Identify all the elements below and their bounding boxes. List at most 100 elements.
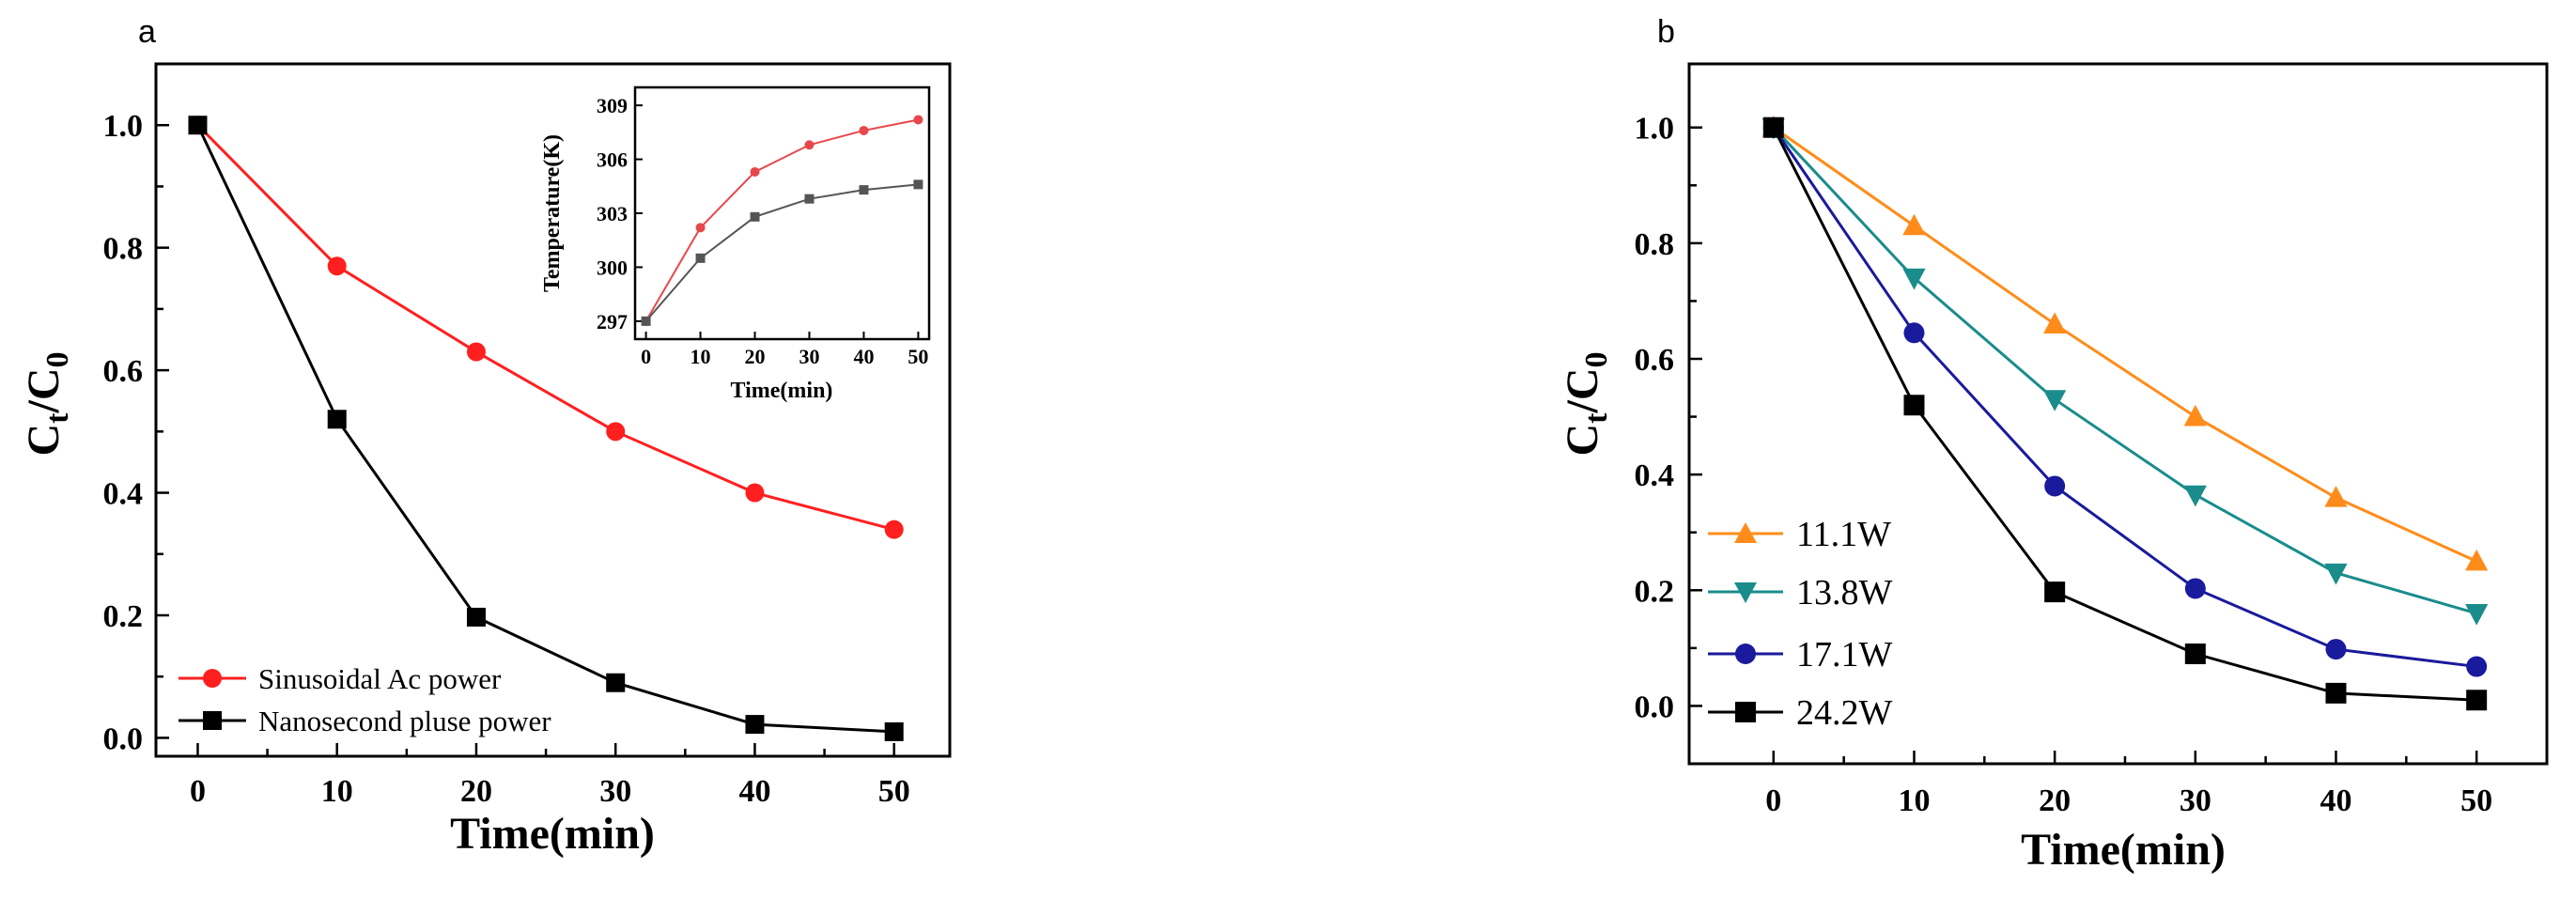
legend-square-marker (1735, 702, 1756, 722)
panel-b-axis-ticks: 0 10 20 30 40 50 0.0 0.2 0.4 0.6 0.8 1.0 (1635, 112, 2493, 818)
x-tick-label: 50 (908, 345, 928, 368)
data-point-2-1 (1903, 322, 1925, 344)
data-point-1-1 (1902, 268, 1926, 290)
x-tick-label: 30 (799, 345, 819, 368)
panel-b-y-axis-label: Ct/C0 (1558, 352, 1614, 457)
data-point-1-0 (641, 316, 651, 326)
data-point-0-4 (859, 125, 869, 135)
data-point-2-5 (2466, 656, 2488, 677)
panel-b-legend: 11.1W 13.8W 17.1W 24.2W (1708, 515, 1893, 733)
inset-x-axis-label: Time(min) (731, 379, 833, 403)
legend-label-11-1w: 11.1W (1796, 515, 1891, 554)
data-point-1-5 (913, 179, 923, 190)
data-point-3-0 (1762, 116, 1784, 138)
panel-b: b 0 10 20 30 40 50 0.0 0.2 0.4 0.6 0.8 1.0 Time(min… (1558, 14, 2549, 875)
legend-triangle-up-marker (1734, 522, 1757, 543)
legend-circle-marker (203, 669, 222, 688)
panel-a-inset: 0 10 20 30 40 50 297 300 303 306 309 Time(min) Tem… (540, 85, 931, 403)
panel-b-series (1761, 116, 2489, 711)
y-tick-label: 0.8 (103, 232, 144, 267)
y-tick-label: 0.4 (103, 477, 144, 512)
legend-square-marker (203, 711, 222, 730)
data-point-2-2 (2044, 475, 2066, 497)
panel-b-ylabel-sub-0: 0 (1579, 352, 1614, 368)
x-tick-label: 40 (2320, 783, 2351, 818)
series-line-1 (1772, 126, 2477, 615)
y-tick-label: 297 (597, 310, 628, 333)
data-point-1-3 (2183, 485, 2207, 507)
data-point-0-3 (606, 422, 626, 442)
panel-a-letter: a (138, 14, 156, 50)
panel-a-ylabel-sub-0: 0 (40, 352, 75, 368)
data-point-0-3 (2183, 404, 2207, 426)
x-tick-label: 10 (691, 345, 711, 368)
x-tick-label: 0 (641, 345, 651, 368)
panel-a-ylabel-slash-c: /C (19, 368, 69, 414)
data-point-0-2 (750, 166, 760, 177)
data-point-1-3 (804, 194, 815, 204)
panel-a-ylabel-c: C (19, 424, 69, 457)
x-tick-label: 50 (878, 774, 910, 809)
y-tick-label: 0.8 (1635, 227, 1675, 262)
data-point-1-4 (2324, 563, 2348, 585)
data-point-3-4 (2325, 682, 2347, 704)
data-point-0-1 (695, 223, 706, 233)
data-point-1-2 (466, 607, 486, 627)
data-point-1-4 (745, 715, 765, 735)
data-point-1-1 (695, 253, 706, 263)
data-point-3-2 (2044, 582, 2066, 603)
y-tick-label: 303 (597, 202, 628, 225)
legend-triangle-down-marker (1734, 582, 1757, 603)
panel-a: a 0 10 20 30 40 50 0.0 0.2 0.4 0.6 0.8 1.0 Time(min… (19, 14, 952, 859)
legend-label-24-2w: 24.2W (1796, 693, 1893, 733)
y-tick-label: 0.0 (1635, 690, 1675, 724)
x-tick-label: 40 (853, 345, 874, 368)
series-line-3 (1772, 127, 2477, 702)
panel-a-x-axis-label: Time(min) (450, 809, 655, 859)
data-point-0-3 (804, 140, 815, 150)
data-point-1-1 (327, 410, 347, 429)
x-tick-label: 20 (745, 345, 766, 368)
y-tick-label: 1.0 (103, 109, 144, 144)
y-tick-label: 0.2 (1635, 574, 1675, 609)
data-point-0-1 (327, 256, 347, 276)
legend-circle-marker (1735, 644, 1756, 664)
x-tick-label: 20 (460, 774, 492, 809)
panel-a-ylabel-sub-t: t (40, 412, 75, 424)
x-tick-label: 20 (2039, 783, 2071, 818)
x-tick-label: 10 (321, 774, 353, 809)
inset-y-axis-label: Temperature(K) (540, 134, 565, 292)
y-tick-label: 0.4 (1635, 458, 1675, 493)
series-line-0 (1772, 126, 2477, 563)
data-point-0-4 (745, 483, 765, 503)
data-point-3-5 (2466, 690, 2488, 711)
y-tick-label: 309 (597, 94, 628, 117)
panel-b-ylabel-sub-t: t (1579, 412, 1614, 424)
panel-b-letter: b (1657, 14, 1675, 50)
data-point-0-1 (1902, 213, 1926, 236)
data-point-0-2 (466, 342, 486, 362)
data-point-3-3 (2184, 644, 2206, 665)
panel-a-plot-frame (154, 62, 952, 758)
data-point-1-5 (2465, 604, 2489, 626)
data-point-0-5 (884, 520, 904, 539)
data-point-1-2 (2043, 390, 2067, 411)
data-point-0-5 (913, 115, 923, 125)
y-tick-label: 0.2 (103, 599, 144, 634)
x-tick-label: 10 (1898, 783, 1930, 818)
data-point-2-4 (2325, 639, 2347, 660)
y-tick-label: 0.0 (103, 721, 144, 756)
x-tick-label: 30 (2180, 783, 2211, 818)
inset-series (641, 115, 923, 326)
data-point-0-4 (2324, 486, 2348, 507)
inset-axis-ticks: 0 10 20 30 40 50 297 300 303 306 309 (597, 94, 928, 368)
y-tick-label: 0.6 (103, 354, 144, 389)
data-point-1-0 (188, 116, 208, 135)
x-tick-label: 40 (738, 774, 770, 809)
series-line-1 (644, 183, 919, 322)
y-tick-label: 0.6 (1635, 343, 1675, 378)
panel-a-y-axis-label: Ct/C0 (19, 352, 75, 457)
data-point-0-5 (2465, 549, 2489, 571)
data-point-3-1 (1903, 395, 1925, 416)
